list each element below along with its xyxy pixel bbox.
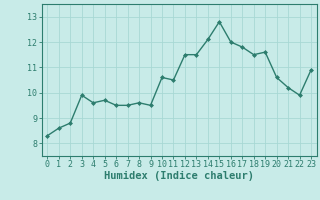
X-axis label: Humidex (Indice chaleur): Humidex (Indice chaleur) [104, 171, 254, 181]
